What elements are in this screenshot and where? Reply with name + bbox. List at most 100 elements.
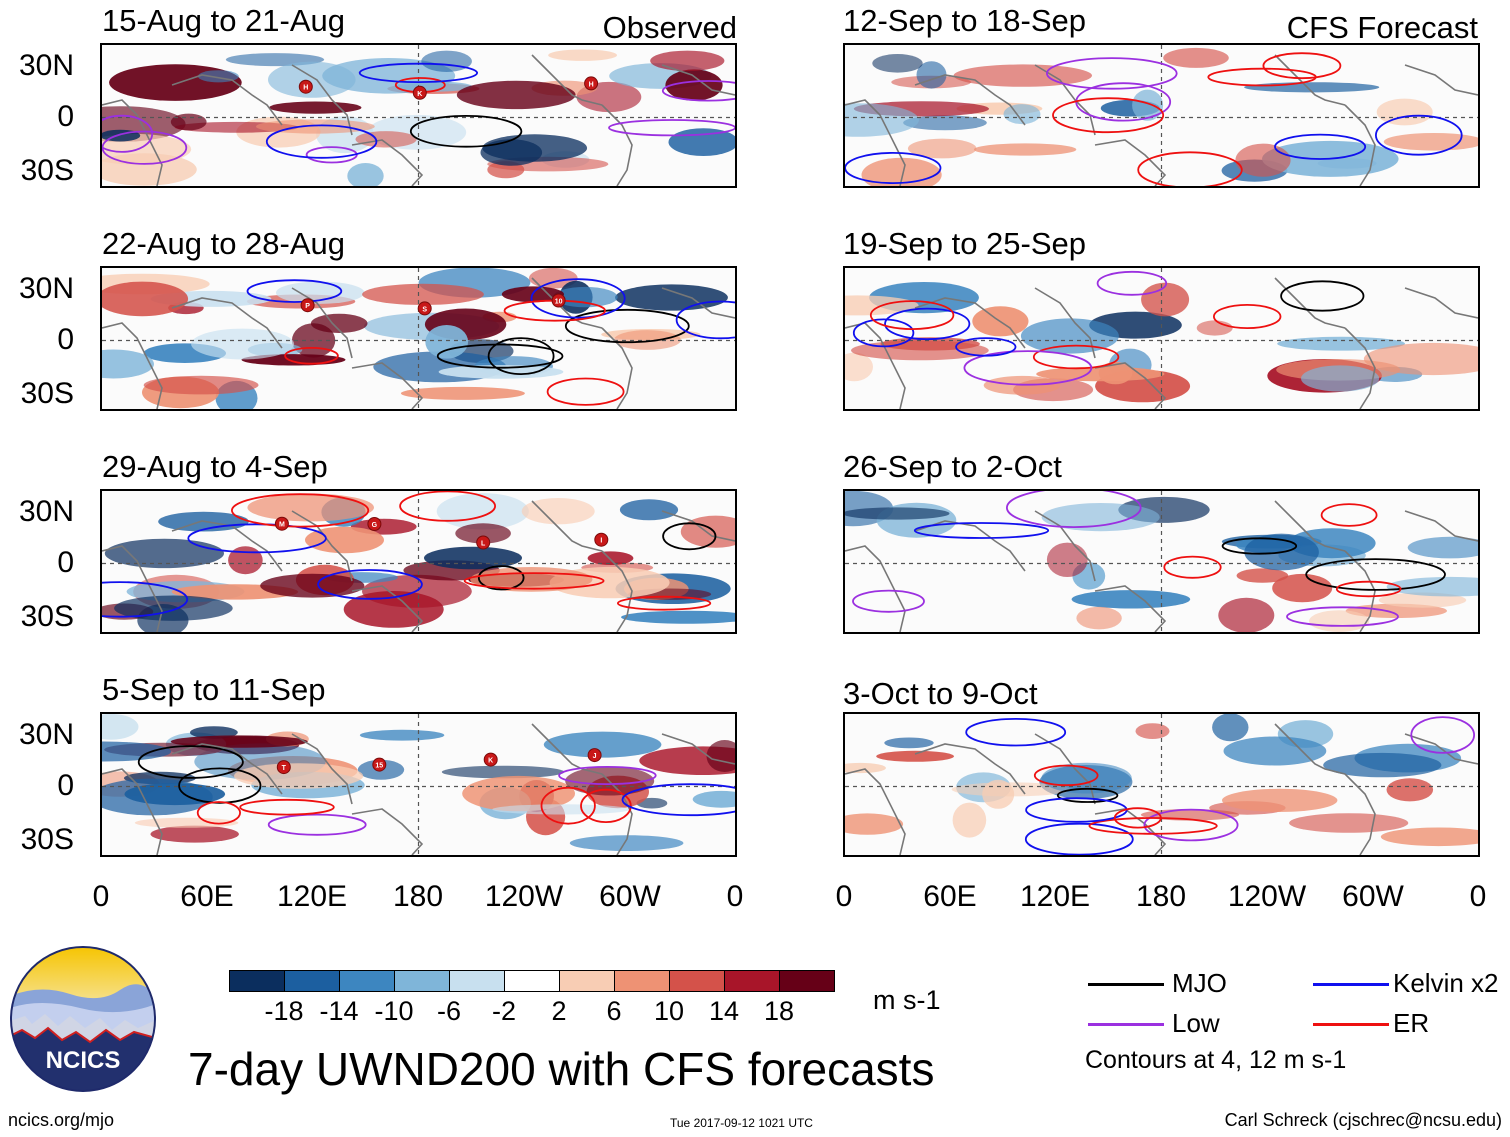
wave-contour (196, 801, 241, 825)
map-panel: T 15 K J (100, 712, 737, 857)
easterly-anomaly (1212, 714, 1249, 742)
wave-contour (1143, 808, 1239, 842)
wave-contour (1262, 52, 1342, 80)
wave-contour (530, 278, 626, 319)
easterly-anomaly (619, 499, 679, 521)
storm-marker: T (276, 760, 291, 775)
y-label-30n: 30N (18, 272, 74, 305)
coastline (351, 585, 424, 632)
wave-contour (1113, 807, 1162, 829)
wave-contour (608, 119, 735, 137)
wave-contour (1305, 558, 1446, 591)
easterly-anomaly (480, 139, 543, 166)
easterly-anomaly (347, 163, 384, 186)
westerly-anomaly (355, 131, 417, 148)
map-canvas: M G L I (102, 491, 735, 632)
x-label: 60E (180, 880, 234, 913)
wave-contour (409, 115, 523, 148)
westerly-anomaly (1380, 827, 1478, 847)
wave-contour (1163, 555, 1222, 579)
wave-contour (675, 300, 735, 340)
westerly-anomaly (1272, 573, 1333, 603)
colorbar-swatch (284, 970, 340, 992)
colorbar-swatch (339, 970, 395, 992)
westerly-anomaly (1163, 47, 1229, 68)
coastline (102, 545, 163, 632)
panel-title-3: 29-Aug to 4-Sep (102, 449, 328, 484)
coastline (1274, 277, 1346, 329)
wave-contour (265, 124, 378, 159)
wave-contour (546, 377, 625, 406)
easterly-anomaly (1071, 590, 1191, 609)
westerly-anomaly (1135, 723, 1170, 739)
wave-contour (884, 307, 971, 341)
wave-contour (231, 493, 370, 528)
source-url[interactable]: ncics.org/mjo (8, 1110, 115, 1130)
wave-contour (358, 62, 478, 84)
easterly-anomaly (492, 804, 630, 815)
westerly-anomaly (1046, 542, 1088, 577)
easterly-anomaly (276, 281, 365, 304)
easterly-anomaly (359, 729, 445, 741)
westerly-anomaly (861, 157, 942, 186)
colorbar-swatch (504, 970, 560, 992)
coastline (1274, 723, 1346, 775)
storm-marker: K (483, 752, 498, 767)
y-label-0: 0 (57, 323, 74, 356)
coastline (1404, 510, 1478, 542)
storm-marker: G (367, 517, 382, 531)
wave-contour (963, 350, 1093, 386)
westerly-anomaly (706, 740, 735, 772)
easterly-anomaly (425, 325, 469, 359)
colorbar-unit: m s-1 (873, 985, 941, 1015)
westerly-anomaly (1309, 610, 1370, 632)
x-label: 0 (726, 880, 744, 913)
easterly-anomaly (441, 765, 565, 779)
cfs-forecast-tag: CFS Forecast (1286, 10, 1478, 45)
wave-contour (317, 569, 423, 600)
coastline (601, 104, 633, 186)
coastline (1274, 54, 1346, 106)
coastline (1404, 733, 1478, 765)
easterly-anomaly (124, 783, 226, 806)
legend-label-er: ER (1393, 1008, 1430, 1038)
wave-contour (564, 308, 690, 344)
wave-contour (1045, 57, 1178, 90)
storm-label: P (305, 303, 310, 310)
x-label: 120W (484, 880, 564, 913)
easterly-anomaly (268, 61, 356, 98)
wave-contour (1374, 114, 1463, 156)
x-label: 0 (92, 880, 110, 913)
coastline (1034, 510, 1096, 582)
wave-contour (869, 300, 955, 330)
westerly-anomaly (455, 523, 511, 544)
easterly-anomaly (114, 595, 233, 621)
westerly-anomaly (170, 113, 207, 131)
coastline (171, 297, 283, 349)
westerly-anomaly (143, 375, 259, 395)
legend-line-low (1088, 1023, 1164, 1026)
easterly-anomaly (552, 286, 618, 308)
westerly-anomaly (305, 526, 384, 554)
colorbar-tick-label: 6 (606, 996, 622, 1026)
panel-title-8: 3-Oct to 9-Oct (843, 676, 1038, 711)
x-label: 60E (923, 880, 977, 913)
colorbar-tick-label: -18 (264, 996, 304, 1026)
westerly-anomaly (1222, 788, 1338, 812)
easterly-anomaly (884, 737, 934, 749)
colorbar-swatch (669, 970, 725, 992)
map-panel: M G L I (100, 489, 737, 634)
wave-contour (463, 572, 605, 590)
coastline (531, 723, 603, 775)
coastline (1034, 287, 1096, 359)
wave-contour (1056, 787, 1119, 803)
easterly-anomaly (102, 714, 139, 740)
wave-contour (1006, 491, 1142, 528)
westerly-anomaly (529, 268, 578, 289)
wave-contour (1052, 97, 1165, 134)
wave-contour (852, 589, 925, 613)
storm-label: T (282, 765, 287, 772)
x-label: 180 (392, 880, 444, 913)
storm-label: J (593, 753, 597, 760)
coastline (1404, 287, 1478, 319)
